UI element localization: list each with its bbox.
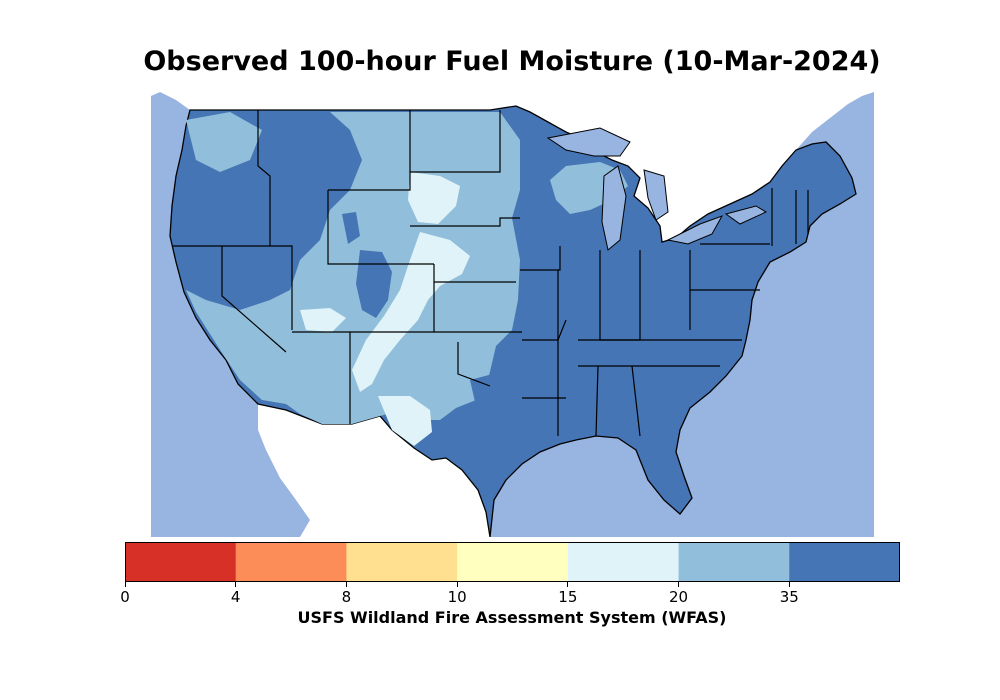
colorbar-swatch [678,542,790,582]
colorbar-label: USFS Wildland Fire Assessment System (WF… [297,608,727,627]
colorbar-tick-mark [678,582,680,587]
colorbar-swatch [346,542,458,582]
colorbar-tick-label: 4 [230,588,241,606]
fuel-moisture-map [151,84,874,537]
colorbar [125,542,900,582]
colorbar-tick-mark [345,582,347,587]
colorbar-swatch [235,542,347,582]
colorbar-tick-label: 8 [341,588,352,606]
colorbar-swatch [567,542,680,582]
canada-land [151,84,874,242]
moisture-zone-10-15 [300,172,470,446]
state-borders [172,110,809,437]
colorbar-tick-mark [235,582,237,587]
colorbar-swatch [457,542,569,582]
colorbar-tick-mark [788,582,790,587]
great-lakes [546,127,768,251]
mexico-land [258,404,490,537]
colorbar-tick-label: 10 [447,588,467,606]
colorbar-tick-label: 15 [558,588,578,606]
colorbar-swatch [125,542,237,582]
map-title: Observed 100-hour Fuel Moisture (10-Mar-… [143,46,881,77]
colorbar-tick-mark [124,582,126,587]
colorbar-swatch [789,542,900,582]
colorbar-tick-mark [456,582,458,587]
colorbar-tick-label: 0 [120,588,130,606]
colorbar-tick-label: 20 [669,588,689,606]
moisture-zone-15-20-west [186,112,628,424]
moisture-pocket-20-35 [258,128,512,424]
colorbar-tick-label: 35 [779,588,799,606]
colorbar-tick-mark [567,582,569,587]
